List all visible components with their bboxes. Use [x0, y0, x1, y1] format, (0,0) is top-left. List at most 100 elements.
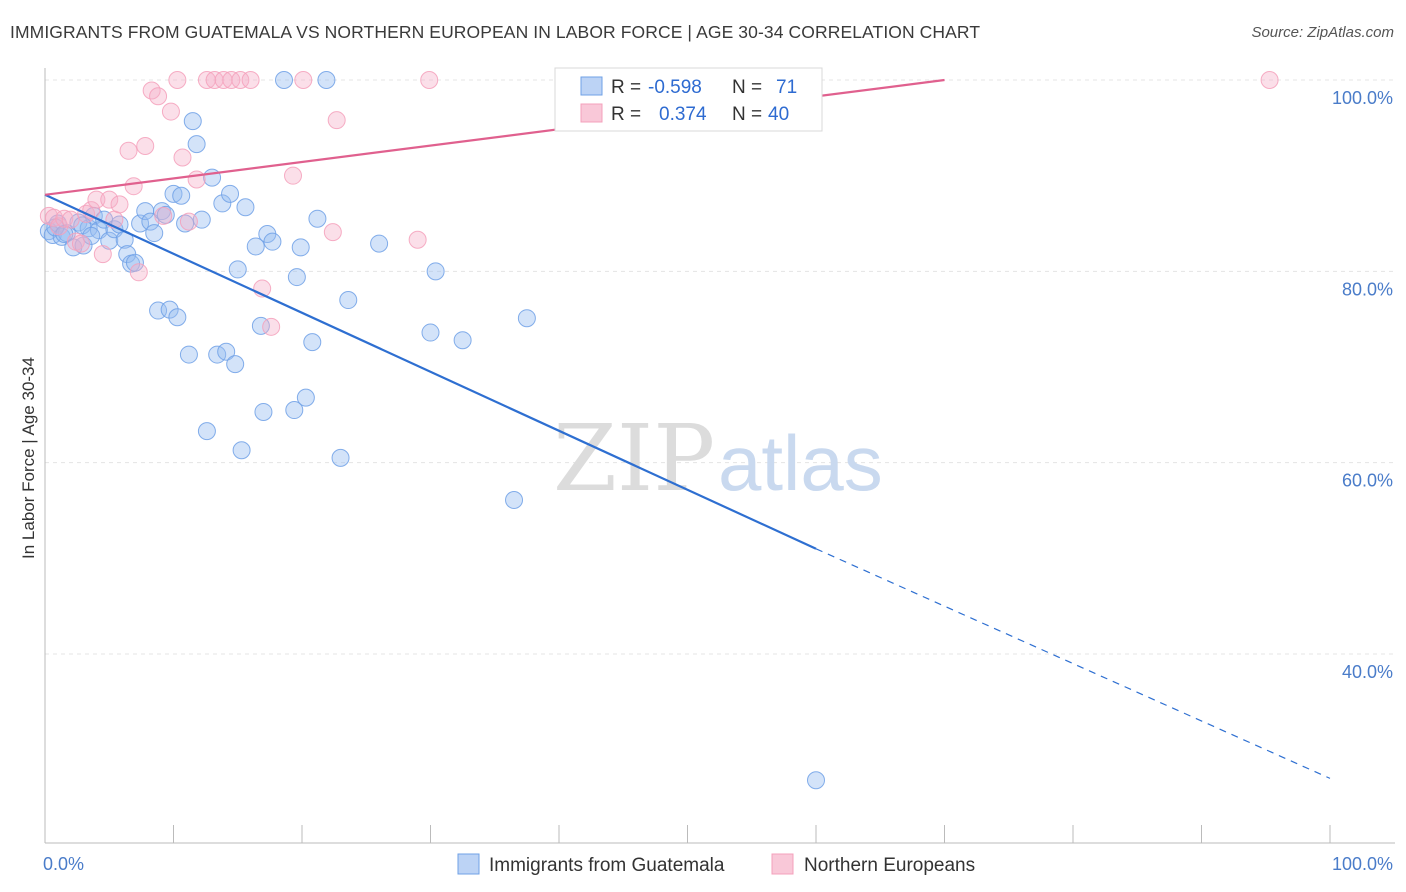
guatemala-point-56 — [308, 209, 327, 228]
legend-box: R = -0.598 N = 71 R = 0.374 N = 40 — [554, 67, 823, 132]
guatemala-point-69 — [73, 216, 92, 235]
guatemala-point-28 — [168, 308, 187, 327]
northern-point-16 — [129, 263, 148, 282]
northern-point-30 — [231, 71, 250, 89]
guatemala-point-59 — [339, 291, 358, 310]
guatemala-point-33 — [187, 135, 206, 154]
watermark: ZIP atlas — [553, 405, 883, 512]
guatemala-point-26 — [160, 300, 179, 319]
legend-r-value-2: 0.374 — [659, 104, 707, 125]
guatemala-point-57 — [317, 71, 336, 89]
y-tick-labels: 100.0% 80.0% 60.0% 40.0% — [1332, 88, 1393, 682]
chart-source: Source: ZipAtlas.com — [1251, 24, 1394, 41]
guatemala-point-41 — [226, 355, 245, 374]
guatemala-trend-line — [44, 193, 817, 550]
guatemala-point-42 — [228, 260, 247, 279]
y-tick-label-2: 60.0% — [1342, 471, 1393, 491]
northern-point-11 — [100, 190, 119, 209]
northern-point-36 — [323, 223, 342, 242]
watermark-zip: ZIP — [553, 405, 715, 512]
northern-point-6 — [71, 234, 90, 253]
guatemala-point-38 — [213, 194, 232, 213]
northern-point-15 — [124, 177, 143, 196]
northern-point-20 — [154, 206, 173, 225]
legend-r-label-2: R = — [611, 104, 641, 125]
guatemala-point-18 — [125, 253, 144, 272]
guatemala-point-39 — [217, 342, 236, 361]
legend-n-label-1: N = — [732, 77, 762, 98]
grid-lines — [45, 79, 1395, 655]
northern-point-39 — [420, 71, 439, 89]
guatemala-point-32 — [183, 112, 202, 131]
guatemala-point-58 — [331, 448, 350, 467]
northern-point-31 — [241, 71, 260, 89]
guatemala-point-53 — [291, 238, 310, 257]
axes — [44, 68, 1395, 844]
guatemala-point-66 — [807, 771, 825, 790]
bottom-legend-label-northern: Northern Europeans — [804, 855, 975, 876]
northern-point-9 — [87, 190, 106, 209]
bottom-legend: Immigrants from Guatemala Northern Europ… — [457, 853, 975, 876]
legend-swatch-northern — [580, 103, 603, 123]
guatemala-point-64 — [505, 490, 524, 509]
northern-point-22 — [168, 71, 187, 89]
guatemala-point-52 — [287, 268, 306, 287]
guatemala-point-31 — [179, 345, 198, 364]
guatemala-point-62 — [426, 262, 445, 281]
northern-point-10 — [93, 245, 112, 264]
guatemala-point-46 — [251, 316, 270, 335]
x-tick-labels: 0.0% 100.0% — [43, 854, 1393, 874]
legend-n-label-2: N = — [732, 104, 762, 125]
northern-point-33 — [262, 317, 281, 336]
watermark-atlas: atlas — [718, 419, 883, 507]
guatemala-point-49 — [263, 232, 282, 251]
northern-point-38 — [408, 230, 427, 249]
guatemala-point-47 — [254, 402, 273, 421]
northern-point-17 — [136, 137, 155, 156]
y-tick-label-1: 80.0% — [1342, 279, 1393, 299]
legend-r-label-1: R = — [611, 77, 641, 98]
bottom-legend-swatch-northern — [771, 853, 794, 875]
bottom-legend-label-guatemala: Immigrants from Guatemala — [489, 855, 725, 876]
legend-swatch-guatemala — [580, 76, 603, 96]
northern-point-35 — [294, 71, 313, 89]
northern-point-37 — [327, 111, 346, 130]
northern-point-19 — [149, 87, 168, 106]
northern-point-24 — [179, 212, 198, 231]
northern-point-3 — [55, 209, 74, 228]
y-axis-label: In Labor Force | Age 30-34 — [19, 357, 38, 559]
northern-point-4 — [61, 210, 80, 229]
guatemala-point-63 — [453, 331, 472, 350]
guatemala-point-54 — [296, 388, 315, 407]
guatemala-point-43 — [232, 441, 251, 460]
guatemala-trend-extension — [815, 548, 1331, 779]
northern-point-25 — [187, 170, 206, 189]
legend-n-value-2: 40 — [768, 104, 789, 125]
x-tick-label-1: 100.0% — [1332, 854, 1393, 874]
guatemala-point-29 — [172, 186, 191, 205]
northern-point-14 — [119, 141, 138, 160]
guatemala-point-40 — [221, 184, 240, 203]
bottom-legend-swatch-guatemala — [457, 853, 480, 875]
northern-point-21 — [161, 102, 180, 121]
guatemala-point-60 — [370, 234, 389, 253]
guatemala-point-55 — [303, 333, 322, 352]
y-tick-label-3: 40.0% — [1342, 662, 1393, 682]
guatemala-point-44 — [236, 198, 255, 217]
chart-title: IMMIGRANTS FROM GUATEMALA VS NORTHERN EU… — [10, 22, 981, 42]
y-tick-label-0: 100.0% — [1332, 88, 1393, 108]
northern-point-34 — [284, 166, 303, 185]
northern-point-23 — [173, 148, 192, 167]
northern-point-40 — [1260, 71, 1279, 89]
guatemala-point-45 — [246, 237, 265, 256]
guatemala-point-27 — [164, 184, 183, 203]
northern-point-13 — [110, 195, 129, 214]
guatemala-point-51 — [285, 401, 304, 420]
guatemala-point-65 — [517, 309, 536, 328]
guatemala-point-61 — [421, 323, 440, 342]
legend-r-value-1: -0.598 — [648, 77, 702, 98]
guatemala-point-50 — [275, 71, 294, 89]
guatemala-point-22 — [145, 224, 164, 243]
legend-n-value-1: 71 — [776, 77, 797, 98]
